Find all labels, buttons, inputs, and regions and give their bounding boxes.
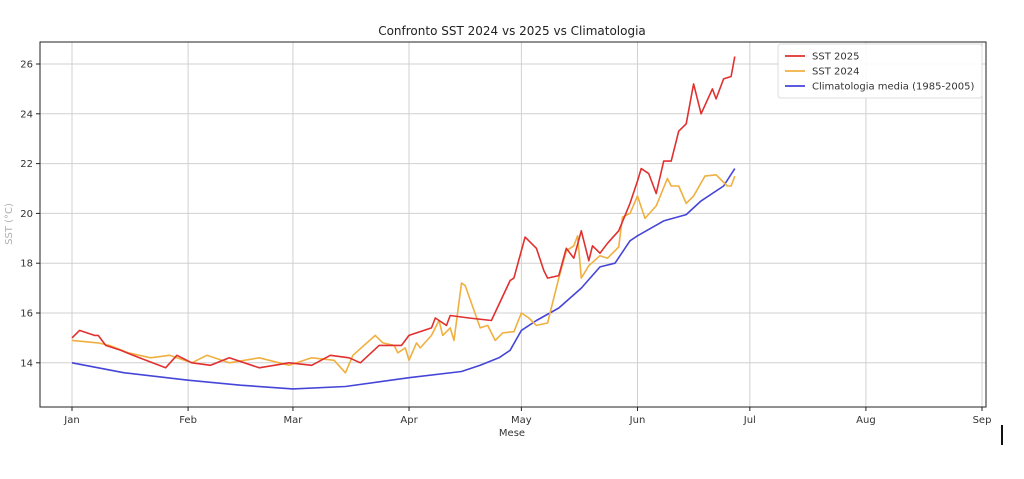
text-cursor — [1001, 425, 1003, 445]
y-tick-label: 26 — [20, 60, 33, 71]
x-tick-label: Jun — [629, 415, 646, 426]
y-axis-label: SST (°C) — [4, 203, 15, 245]
y-tick-label: 18 — [20, 259, 33, 270]
x-tick-label: Mar — [284, 415, 304, 426]
series-line-0 — [71, 56, 736, 369]
y-tick-label: 24 — [20, 109, 33, 120]
x-tick-label: Jul — [743, 415, 756, 426]
legend-label: Climatologia media (1985-2005) — [812, 82, 975, 93]
x-tick-label: Sep — [973, 415, 992, 426]
series-line-1 — [71, 174, 736, 374]
series-line-2 — [71, 168, 736, 390]
series-lines — [71, 56, 736, 390]
legend-box — [777, 43, 983, 99]
axis-ticks: Jan Feb Mar Apr May Jun Jul Aug Sep 14 16 18 20 22 24 2… — [20, 60, 991, 427]
y-tick-label: 14 — [20, 358, 33, 369]
chart-title: Confronto SST 2024 vs 2025 vs Climatolog… — [378, 24, 646, 38]
y-tick-label: 22 — [20, 159, 33, 170]
legend-label: SST 2025 — [812, 52, 859, 63]
grid — [40, 42, 986, 407]
plot-frame — [39, 41, 987, 408]
x-axis-label: Mese — [499, 428, 525, 439]
x-tick-label: Jan — [63, 415, 79, 426]
x-tick-label: Apr — [400, 415, 418, 426]
legend: SST 2025 SST 2024 Climatologia media (1985… — [777, 43, 983, 99]
legend-label: SST 2024 — [812, 67, 859, 78]
x-tick-label: Feb — [179, 415, 197, 426]
y-tick-label: 16 — [20, 309, 33, 320]
x-tick-label: Aug — [856, 415, 876, 426]
x-tick-label: May — [511, 415, 532, 426]
y-tick-label: 20 — [20, 209, 33, 220]
